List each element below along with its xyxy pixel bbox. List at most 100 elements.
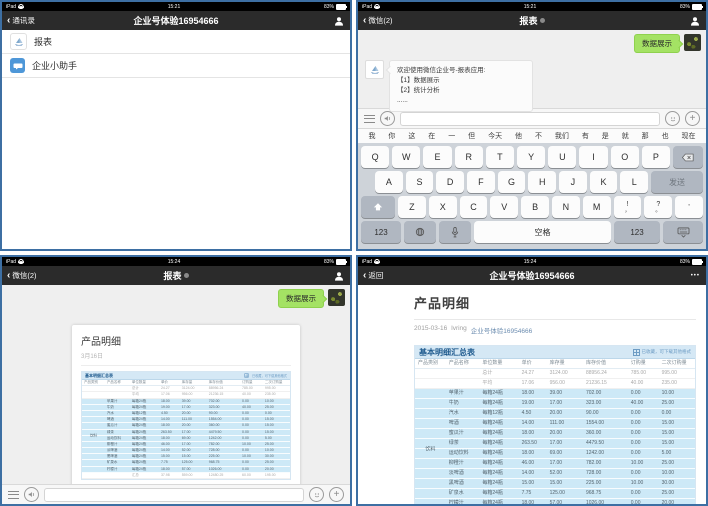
suggestion-word[interactable]: 但	[468, 133, 476, 140]
key-S[interactable]: S	[405, 171, 434, 193]
back-button[interactable]: ‹ 微信(2)	[7, 270, 37, 281]
plus-icon[interactable]: +	[329, 487, 344, 502]
key-L[interactable]: L	[620, 171, 649, 193]
table-cell: 15.00	[521, 480, 535, 486]
status-time: 15:21	[523, 3, 537, 10]
emoji-icon[interactable]	[309, 487, 324, 502]
key-M[interactable]: M	[582, 196, 611, 218]
suggestion-word[interactable]: 有	[581, 133, 589, 140]
back-button[interactable]: ‹ 返回	[363, 270, 383, 281]
key-Z[interactable]: Z	[398, 196, 426, 218]
message-line: 【2】统计分析	[397, 87, 440, 95]
punct-key-apostrophe[interactable]: '	[675, 196, 703, 218]
report-card[interactable]: 产品明细 3月16日 基本明细汇总表 已收藏，可下载其他格式 产品类别 产品名称 单…	[72, 325, 300, 504]
message-input[interactable]	[44, 487, 304, 502]
send-key[interactable]: 发送	[651, 171, 704, 193]
key-F[interactable]: F	[467, 171, 495, 193]
globe-key[interactable]	[404, 221, 436, 243]
dismiss-keyboard-key[interactable]	[663, 221, 703, 243]
table-cell: 728.00	[585, 470, 602, 476]
key-R[interactable]: R	[454, 146, 483, 168]
back-button[interactable]: ‹ 微信(2)	[363, 15, 393, 26]
table-cell	[415, 479, 446, 488]
back-button[interactable]: ‹ 通讯录	[7, 15, 35, 26]
suggestion-word[interactable]: 就	[621, 133, 629, 140]
key-K[interactable]: K	[589, 171, 618, 193]
list-item-label: 企业小助手	[32, 61, 78, 71]
plus-icon[interactable]: +	[685, 111, 700, 126]
table-cell: 7.75	[160, 460, 168, 465]
space-key[interactable]: 空格	[474, 221, 611, 243]
suggestion-word[interactable]: 一	[448, 133, 456, 140]
emoji-icon[interactable]	[665, 111, 680, 126]
table-cell	[415, 469, 446, 478]
key-Y[interactable]: Y	[517, 146, 546, 168]
key-W[interactable]: W	[392, 146, 421, 168]
list-item-assistant[interactable]: 企业小助手	[2, 54, 350, 78]
voice-icon[interactable]	[24, 487, 39, 502]
suggestion-word[interactable]: 他	[515, 133, 523, 140]
more-menu-button[interactable]: •••	[690, 272, 700, 279]
table-cell	[415, 379, 446, 388]
suggestion-word[interactable]: 在	[428, 133, 436, 140]
menu-icon[interactable]	[8, 490, 19, 499]
key-D[interactable]: D	[436, 171, 465, 193]
voice-icon[interactable]	[380, 111, 395, 126]
key-N[interactable]: N	[551, 196, 580, 218]
suggestion-word[interactable]: 也	[661, 133, 669, 140]
table-cell: 18.00	[521, 430, 535, 436]
table-cell: 单位数量	[131, 380, 146, 384]
table-cell: 40.00	[242, 404, 251, 409]
table-export-link[interactable]: 已收藏，可下载其他格式	[632, 348, 691, 356]
mic-key[interactable]	[439, 221, 471, 243]
key-I[interactable]: I	[579, 146, 608, 168]
table-cell: 柳橙汁	[106, 441, 118, 446]
table-cell	[82, 454, 105, 459]
suggestion-word[interactable]: 这	[408, 133, 416, 140]
profile-button[interactable]	[334, 266, 344, 285]
key-O[interactable]: O	[610, 146, 639, 168]
suggestion-word[interactable]: 不	[534, 133, 542, 140]
numbers-key[interactable]: 123	[361, 221, 401, 243]
suggestion-word[interactable]: 我	[368, 133, 376, 140]
profile-button[interactable]	[334, 11, 344, 30]
profile-button[interactable]	[690, 11, 700, 30]
shift-key[interactable]	[361, 196, 395, 218]
key-T[interactable]: T	[485, 146, 515, 168]
punct-key-exclaim[interactable]: !，	[613, 196, 642, 218]
key-G[interactable]: G	[497, 171, 526, 193]
key-V[interactable]: V	[490, 196, 519, 218]
table-title-bar: 基本明细汇总表 已收藏，可下载其他格式	[82, 372, 290, 380]
suggestion-word[interactable]: 现在	[681, 133, 696, 140]
table-cell: 18.00	[160, 423, 170, 428]
backspace-key[interactable]	[673, 146, 704, 168]
table-cell: 20.00	[181, 423, 191, 428]
message-input[interactable]	[400, 111, 660, 126]
key-C[interactable]: C	[459, 196, 488, 218]
punct-key-question[interactable]: ?。	[644, 196, 673, 218]
table-cell: 库存量	[181, 380, 193, 384]
key-J[interactable]: J	[559, 171, 587, 193]
key-H[interactable]: H	[528, 171, 557, 193]
report-app-avatar[interactable]	[365, 60, 384, 79]
table-export-link[interactable]: 已收藏，可下载其他格式	[243, 372, 287, 379]
numbers-key-right[interactable]: 123	[614, 221, 660, 243]
suggestion-word[interactable]: 今天	[488, 133, 503, 140]
suggestion-word[interactable]: 我们	[554, 133, 569, 140]
user-avatar[interactable]	[684, 34, 701, 51]
suggestion-word[interactable]: 你	[388, 133, 396, 140]
key-B[interactable]: B	[521, 196, 549, 218]
user-avatar[interactable]	[328, 289, 345, 306]
suggestion-word[interactable]: 那	[641, 133, 649, 140]
list-item-report[interactable]: 报表	[2, 30, 350, 54]
menu-icon[interactable]	[364, 114, 375, 123]
key-E[interactable]: E	[423, 146, 452, 168]
key-U[interactable]: U	[548, 146, 577, 168]
key-P[interactable]: P	[641, 146, 671, 168]
page-title: 企业号体验16954666	[133, 16, 219, 26]
key-X[interactable]: X	[428, 196, 457, 218]
suggestion-word[interactable]: 是	[601, 133, 609, 140]
article-account-link[interactable]: 企业号体验16954666	[470, 328, 533, 335]
key-A[interactable]: A	[375, 171, 403, 193]
key-Q[interactable]: Q	[361, 146, 390, 168]
